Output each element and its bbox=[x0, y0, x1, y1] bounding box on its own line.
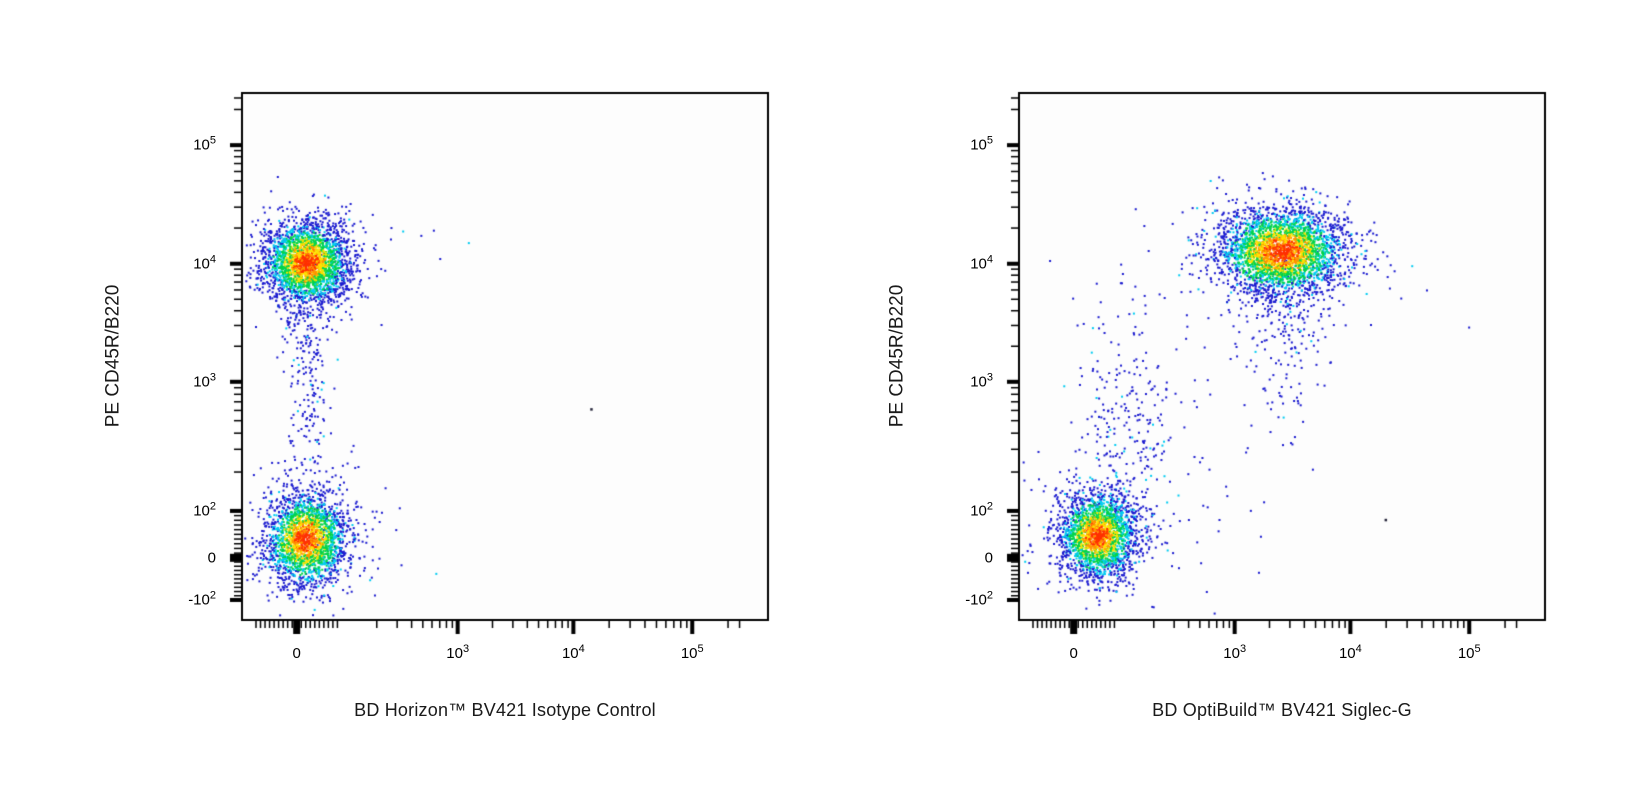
flow-dot-plot-canvas bbox=[0, 0, 1652, 787]
flow-cytometry-figure: PE CD45R/B220 BD Horizon™ BV421 Isotype … bbox=[0, 0, 1652, 787]
